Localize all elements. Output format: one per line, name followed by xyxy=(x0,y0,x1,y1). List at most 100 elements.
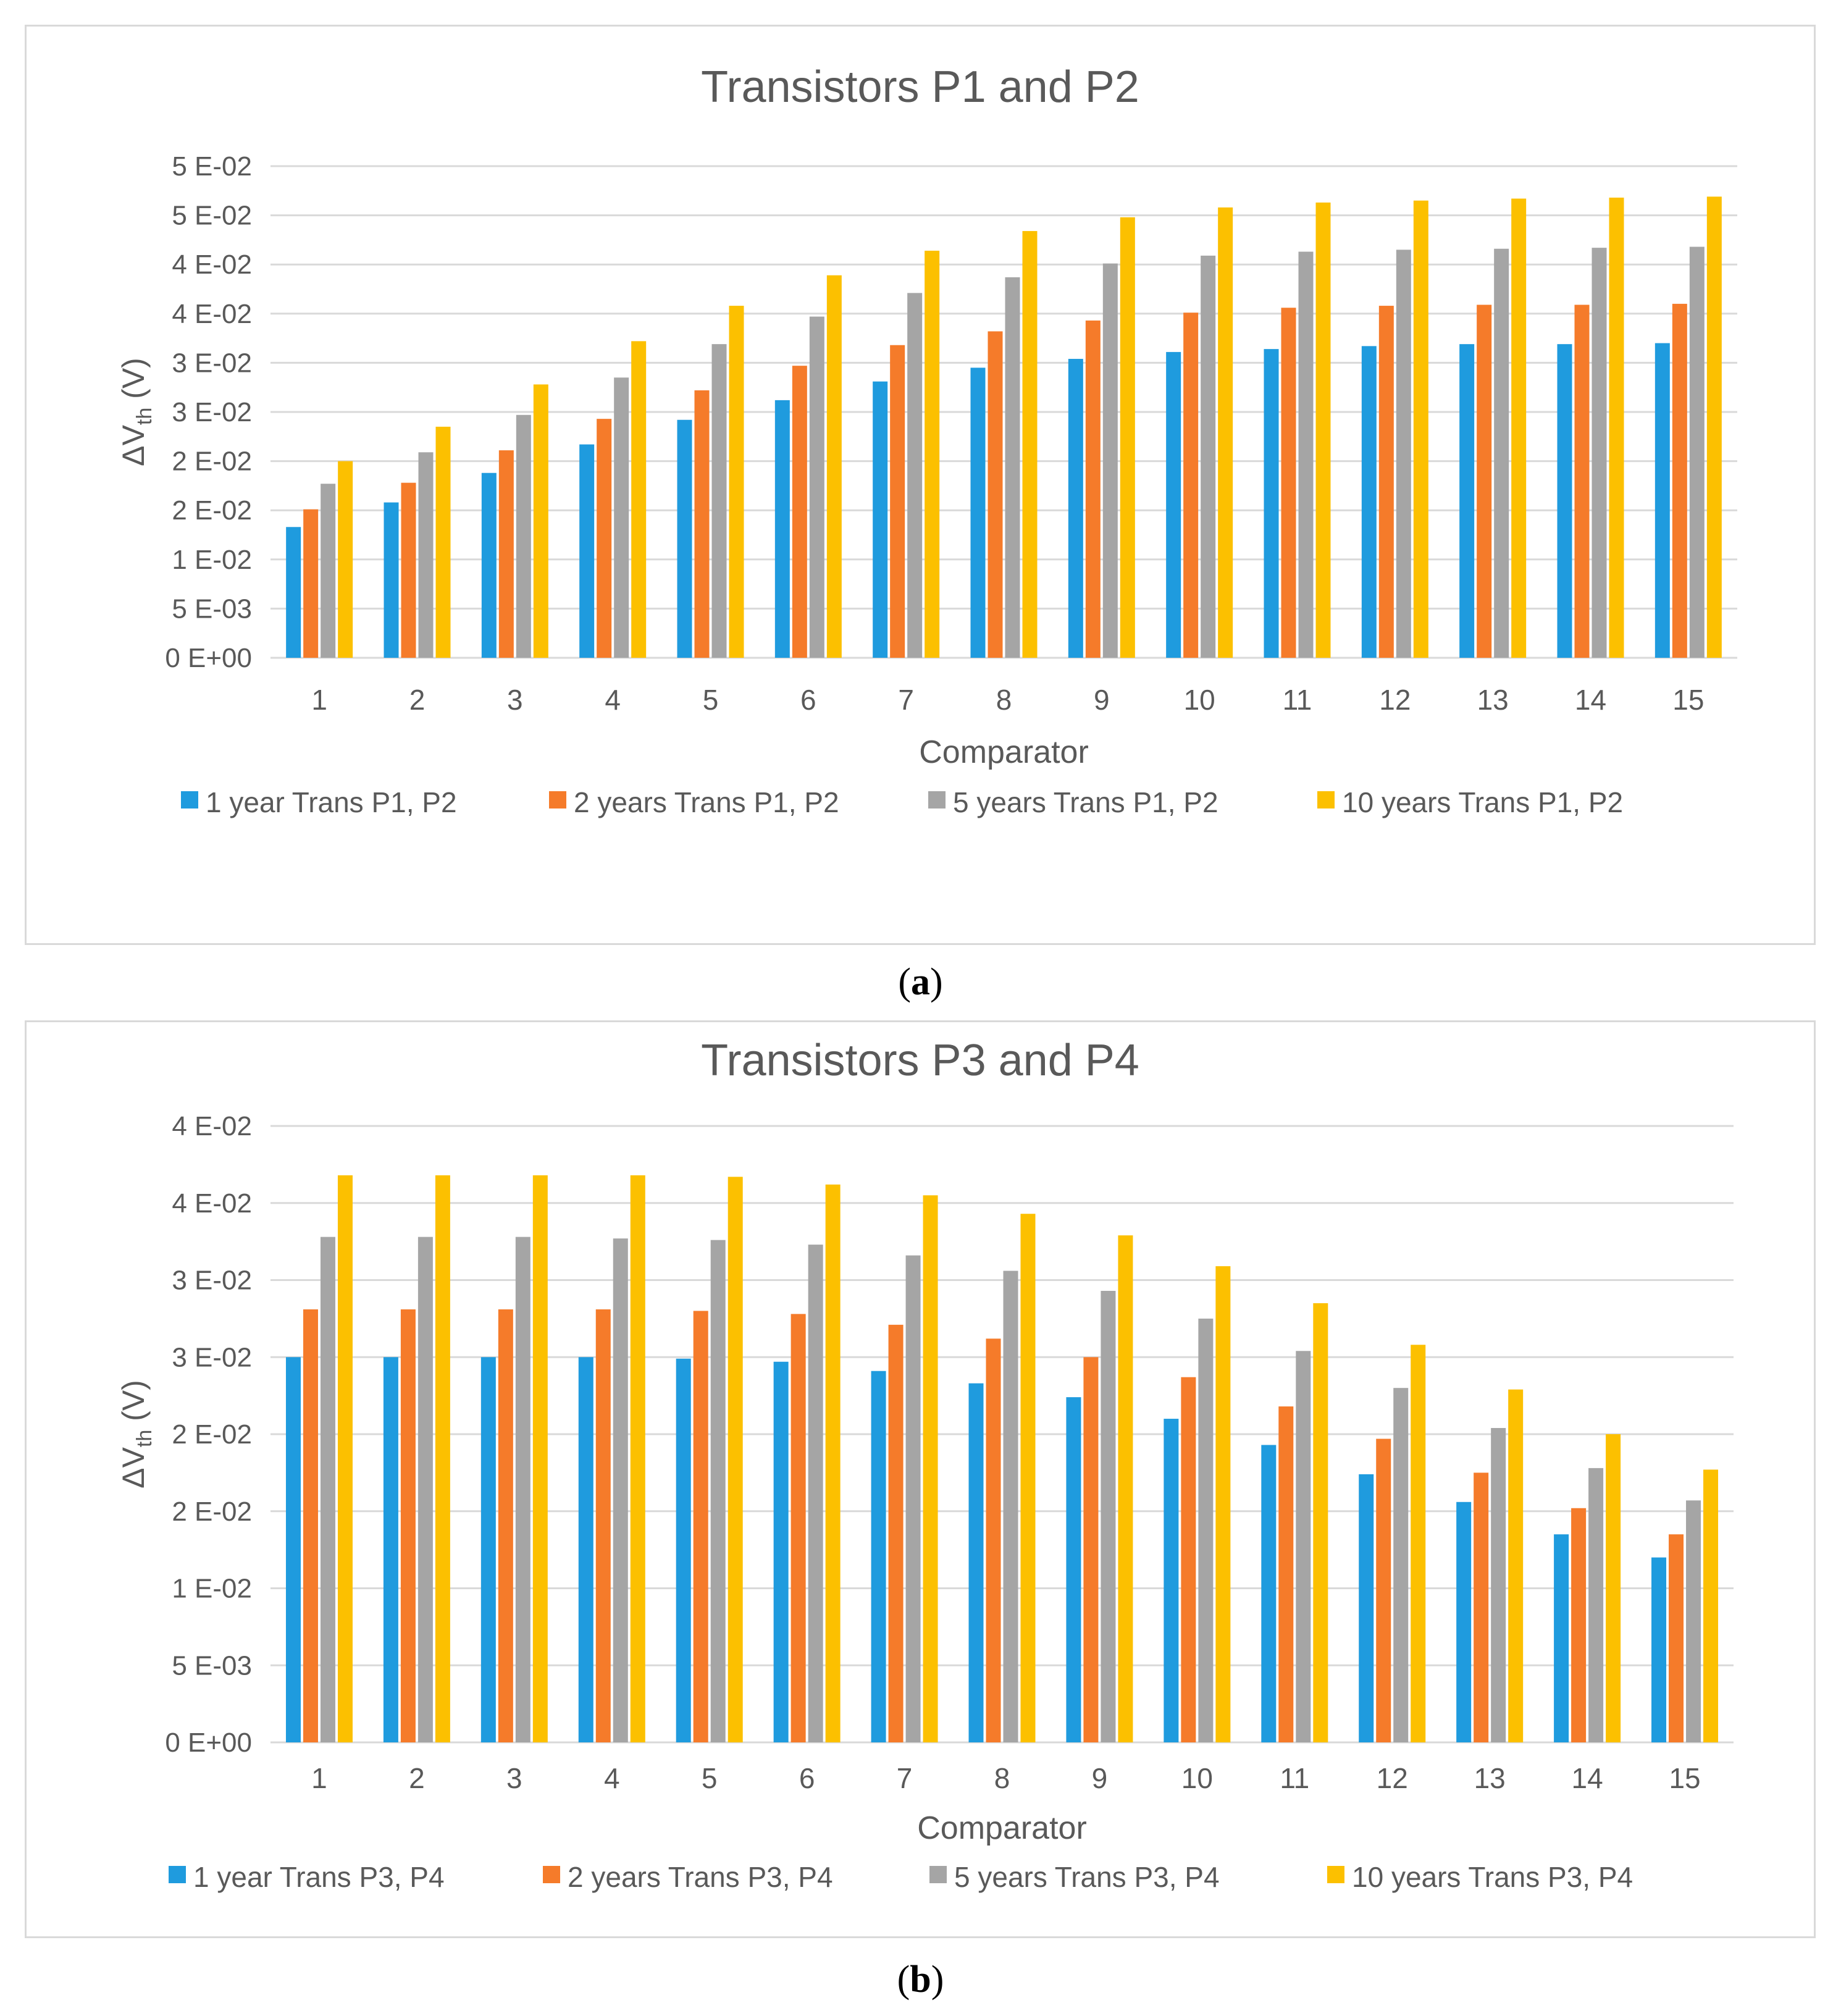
chart-a-y-axis-label-main: ΔV xyxy=(116,424,151,466)
chart-b-legend-label-3: 5 years Trans P3, P4 xyxy=(954,1861,1220,1893)
chart-b-bar-s3-c5 xyxy=(710,1240,726,1742)
chart-a-bar-s1-c11 xyxy=(1264,349,1279,658)
chart-a-bar-s1-c2 xyxy=(384,502,399,658)
chart-b-bar-s2-c3 xyxy=(498,1309,513,1742)
chart-a-legend-label-1: 1 year Trans P1, P2 xyxy=(206,786,457,818)
chart-b-bar-s2-c6 xyxy=(790,1314,806,1742)
chart-b-legend-swatch-3 xyxy=(929,1866,947,1883)
chart-b-bar-s4-c2 xyxy=(435,1175,450,1742)
chart-b-bar-s1-c13 xyxy=(1456,1502,1472,1742)
chart-b-bar-s4-c13 xyxy=(1508,1389,1524,1742)
chart-b-bar-s3-c3 xyxy=(515,1237,530,1742)
chart-a-bar-s3-c8 xyxy=(1005,277,1020,658)
chart-a-bar-s2-c9 xyxy=(1085,320,1101,658)
chart-a-x-tick-label: 12 xyxy=(1379,684,1411,716)
chart-b-bar-s3-c2 xyxy=(417,1237,433,1742)
chart-a-x-axis-label: Comparator xyxy=(919,734,1089,770)
chart-a-bar-s2-c2 xyxy=(401,482,416,658)
chart-a-legend-swatch-1 xyxy=(181,791,198,808)
chart-b-x-tick-label: 8 xyxy=(994,1762,1010,1794)
chart-a-y-tick-label: 0 E+00 xyxy=(165,643,252,673)
chart-a-bar-s4-c9 xyxy=(1120,217,1135,658)
chart-b-bar-s4-c5 xyxy=(728,1177,743,1742)
chart-b-x-tick-label: 7 xyxy=(897,1762,913,1794)
chart-a-legend-swatch-2 xyxy=(549,791,566,808)
caption-a-letter: a xyxy=(911,961,930,1003)
chart-a-y-tick-label: 4 E-02 xyxy=(172,299,252,329)
chart-panel-b: Transistors P3 and P4 0 E+00 5 E-03 1 E-02 2… xyxy=(25,1020,1816,1938)
chart-a-bar-s2-c5 xyxy=(694,390,710,658)
chart-b-legend-swatch-1 xyxy=(169,1866,186,1883)
chart-b-bar-s2-c8 xyxy=(986,1338,1001,1742)
chart-a-bar-s2-c6 xyxy=(792,366,807,658)
chart-b-y-tick-label: 1 E-02 xyxy=(172,1574,252,1604)
chart-b-bar-s3-c6 xyxy=(808,1245,823,1742)
chart-a-x-tick-label: 7 xyxy=(898,684,914,716)
chart-a-bar-s2-c8 xyxy=(988,331,1003,658)
chart-b-bar-s2-c5 xyxy=(693,1311,708,1742)
chart-a-bar-s4-c11 xyxy=(1315,202,1331,658)
chart-a-bar-s2-c7 xyxy=(890,345,905,658)
chart-panel-a: Transistors P1 and P2 0 E+00 5 E-03 1 E-02 2… xyxy=(25,25,1816,945)
chart-a-bar-s2-c14 xyxy=(1574,304,1590,658)
chart-b-bar-s1-c4 xyxy=(578,1357,593,1742)
chart-a-bar-s3-c6 xyxy=(809,316,824,658)
chart-a-bar-s1-c13 xyxy=(1459,344,1475,658)
chart-b-bar-s1-c7 xyxy=(871,1371,886,1742)
chart-b-y-axis-label-main: ΔV xyxy=(116,1447,151,1488)
chart-a-legend-swatch-3 xyxy=(928,791,946,808)
chart-a-bar-s4-c8 xyxy=(1022,231,1038,658)
chart-a-bar-s2-c12 xyxy=(1378,306,1394,658)
chart-b-legend-label-1: 1 year Trans P3, P4 xyxy=(193,1861,445,1893)
chart-b-bar-s1-c9 xyxy=(1066,1397,1081,1742)
chart-b-legend-label-4: 10 years Trans P3, P4 xyxy=(1352,1861,1633,1893)
chart-b-x-tick-label: 5 xyxy=(702,1762,718,1794)
chart-a-bar-s4-c15 xyxy=(1706,196,1722,658)
chart-a-bar-s2-c15 xyxy=(1672,303,1687,658)
chart-a-y-tick-label: 3 E-02 xyxy=(172,348,252,378)
chart-a-y-tick-label: 3 E-02 xyxy=(172,397,252,427)
chart-a-bar-s2-c13 xyxy=(1477,304,1492,658)
chart-b-bar-s4-c7 xyxy=(923,1195,938,1742)
chart-b-bar-s3-c12 xyxy=(1393,1388,1409,1742)
caption-b-letter: b xyxy=(910,1959,931,2001)
chart-b-x-tick-label: 10 xyxy=(1181,1762,1213,1794)
chart-a-x-tick-label: 9 xyxy=(1094,684,1110,716)
chart-b-bar-s1-c12 xyxy=(1359,1474,1374,1742)
chart-b-bar-s3-c15 xyxy=(1686,1500,1701,1742)
chart-b-bar-s4-c6 xyxy=(825,1184,841,1742)
chart-b-bar-s2-c11 xyxy=(1278,1406,1294,1742)
chart-a-bar-s1-c7 xyxy=(873,381,888,658)
chart-b-y-tick-label: 3 E-02 xyxy=(172,1266,252,1296)
chart-b-bar-s2-c12 xyxy=(1376,1438,1391,1742)
chart-b-bar-s3-c7 xyxy=(905,1255,921,1742)
chart-a-bar-s4-c14 xyxy=(1609,197,1624,658)
chart-a-legend-swatch-4 xyxy=(1317,791,1335,808)
chart-a-bar-s4-c10 xyxy=(1218,207,1233,658)
chart-a-bar-s3-c13 xyxy=(1494,248,1509,658)
chart-a-y-tick-label: 5 E-02 xyxy=(172,201,252,231)
chart-b-x-tick-label: 9 xyxy=(1092,1762,1108,1794)
chart-b-bar-s4-c12 xyxy=(1411,1345,1426,1742)
chart-b-bar-s3-c13 xyxy=(1491,1428,1506,1742)
chart-a-bar-s3-c2 xyxy=(418,452,434,658)
chart-a-bar-s1-c15 xyxy=(1654,343,1670,658)
chart-a-bar-s4-c4 xyxy=(631,341,647,658)
chart-a-bar-s2-c1 xyxy=(303,509,319,658)
chart-a-bar-s1-c9 xyxy=(1068,359,1083,658)
chart-b-y-tick-label: 2 E-02 xyxy=(172,1419,252,1450)
chart-b-y-axis-label: ΔVth (V) xyxy=(116,1380,156,1489)
chart-b-bar-s1-c1 xyxy=(285,1357,301,1742)
chart-b-y-tick-label: 3 E-02 xyxy=(172,1342,252,1372)
chart-b-x-tick-label: 13 xyxy=(1474,1762,1506,1794)
chart-a-y-tick-label: 2 E-02 xyxy=(172,495,252,526)
chart-a-x-tick-label: 11 xyxy=(1283,684,1312,716)
chart-a-bar-s4-c1 xyxy=(338,461,353,658)
chart-a-bar-s2-c10 xyxy=(1183,313,1199,658)
chart-a-bar-s3-c14 xyxy=(1591,248,1607,658)
chart-a-bar-s1-c4 xyxy=(579,444,595,658)
chart-a-bar-s3-c11 xyxy=(1298,251,1314,658)
chart-a-y-tick-label: 4 E-02 xyxy=(172,250,252,280)
chart-a-x-tick-label: 3 xyxy=(507,684,523,716)
chart-a-bar-s3-c9 xyxy=(1102,263,1118,658)
